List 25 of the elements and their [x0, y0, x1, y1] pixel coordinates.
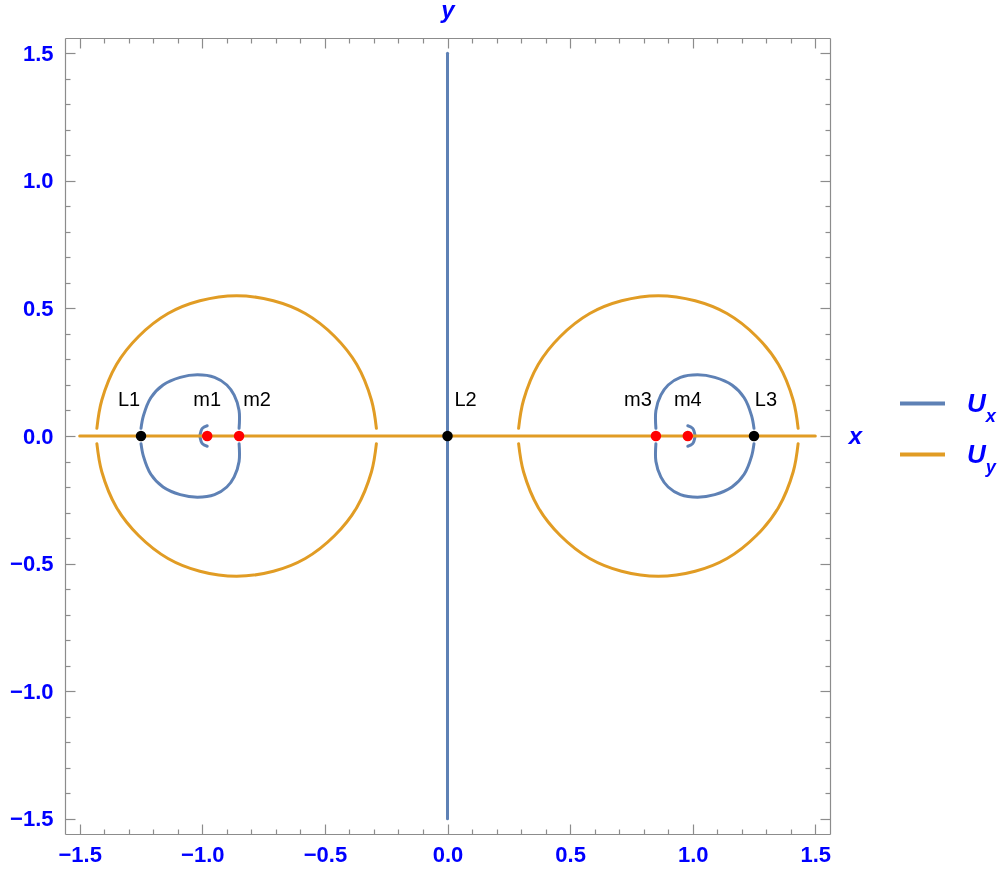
- y-tick-label: −1.0: [10, 678, 54, 704]
- annotation: L2: [454, 388, 477, 410]
- annotation: m4: [673, 388, 702, 410]
- x-tick-label: 0.5: [555, 841, 586, 867]
- x-tick-label: 1.0: [677, 841, 709, 867]
- legend-label: U$_{x}$: [967, 387, 997, 426]
- x-tick-label: −1.0: [181, 841, 225, 867]
- y-tick-label: 1.5: [22, 40, 54, 66]
- y-axis-title: y: [440, 0, 457, 23]
- legend-label: U$_{y}$: [967, 438, 997, 477]
- y-tick-label: 1.0: [22, 168, 54, 194]
- x-tick-label: 0.0: [432, 841, 464, 867]
- y-tick-label: −0.5: [10, 551, 54, 577]
- x-tick-label: 1.5: [800, 841, 832, 867]
- x-axis-title: x: [846, 421, 864, 449]
- x-tick-label: −1.5: [58, 841, 102, 867]
- y-tick-label: −1.5: [10, 806, 54, 832]
- y-tick-label: 0.5: [22, 295, 54, 321]
- annotation: m3: [624, 388, 652, 410]
- annotation: m1: [193, 388, 222, 410]
- annotation: m2: [243, 388, 271, 410]
- x-tick-label: −0.5: [303, 841, 348, 867]
- annotation: L3: [754, 388, 778, 410]
- annotation: L1: [117, 388, 141, 410]
- y-tick-label: 0.0: [22, 423, 54, 449]
